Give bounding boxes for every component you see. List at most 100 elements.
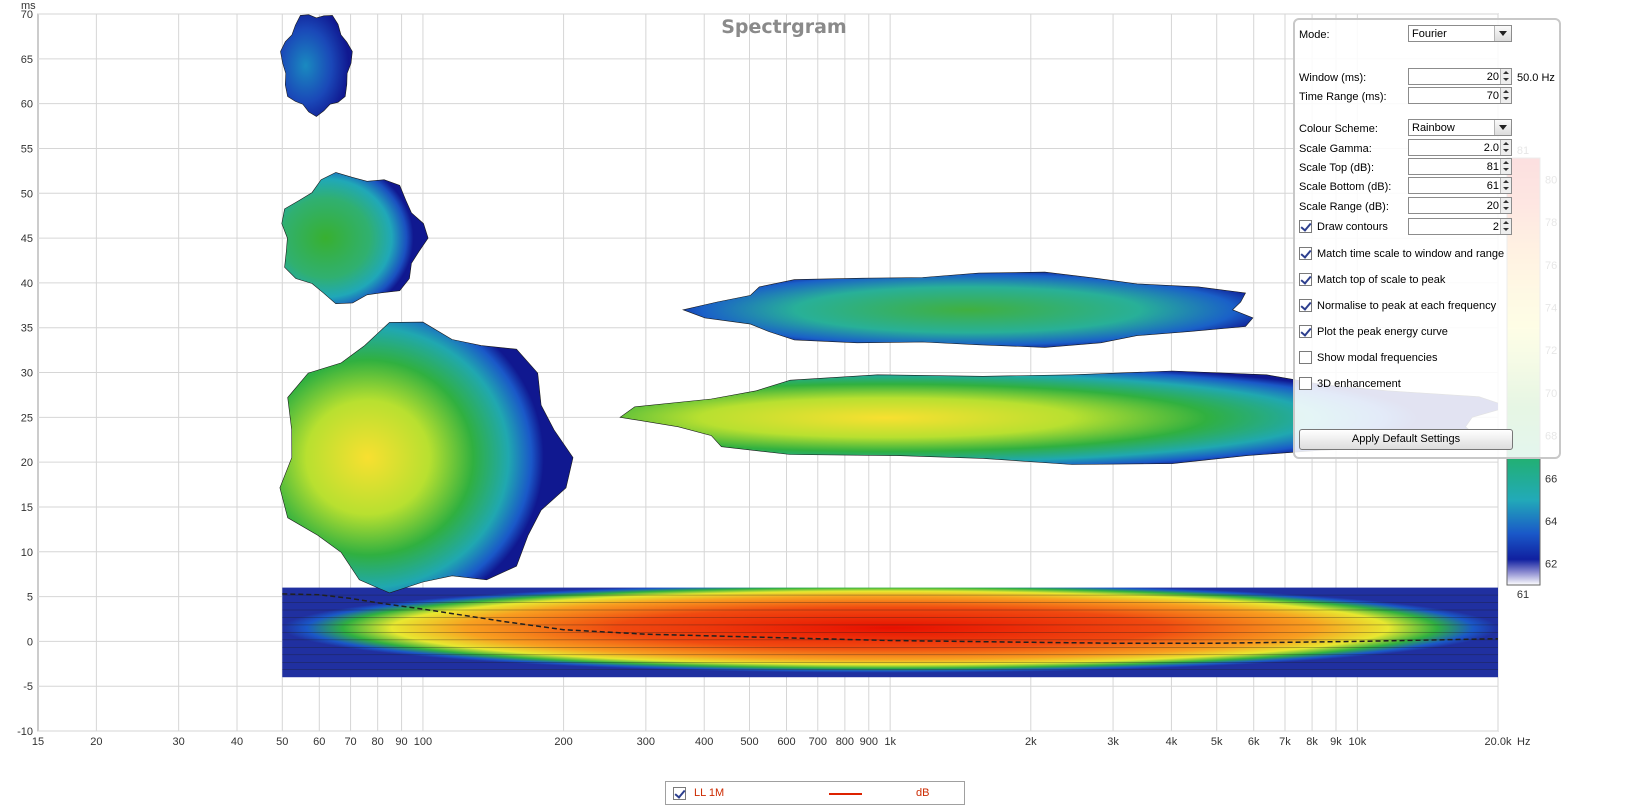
y-tick-label: 70 (21, 9, 33, 21)
scale-range-input[interactable]: 20 (1408, 197, 1512, 214)
draw-contours-checkbox[interactable] (1299, 220, 1312, 233)
scale-gamma-label: Scale Gamma: (1299, 143, 1372, 155)
option-checkbox-1[interactable] (1299, 273, 1312, 286)
x-axis-ticks: 15 20 30 40 50 60 70 80 90 100 200 300 400 500 600 700 8… (32, 736, 1512, 748)
y-tick-label: 55 (21, 143, 33, 155)
spectrogram-region (619, 370, 1498, 465)
option-label: Match top of scale to peak (1317, 274, 1446, 286)
spectrogram-region (279, 321, 574, 594)
option-checkbox-5[interactable] (1299, 377, 1312, 390)
time-range-spinner[interactable] (1500, 88, 1511, 103)
y-tick-label: 25 (21, 412, 33, 424)
spectrogram-settings-panel: Mode: Fourier Window (ms): 20 50.0 Hz Ti… (1293, 18, 1561, 459)
y-tick-label: 30 (21, 368, 33, 380)
draw-contours-label: Draw contours (1317, 221, 1388, 233)
spectrogram-region (280, 14, 353, 117)
x-tick-label: 5k (1211, 736, 1223, 748)
y-axis-ticks: -10 -5 0 5 10 15 20 25 30 35 40 45 50 55 60 65 70 (17, 9, 33, 738)
x-tick-label: 600 (777, 736, 795, 748)
x-tick-label: 100 (414, 736, 432, 748)
scale-gamma-spinner[interactable] (1500, 140, 1511, 155)
x-tick-label: 800 (836, 736, 854, 748)
peak-energy-line (282, 593, 1498, 644)
option-label: Plot the peak energy curve (1317, 326, 1448, 338)
scale-bottom-input[interactable]: 61 (1408, 177, 1512, 194)
spectrogram-regions (279, 14, 1498, 678)
chevron-down-icon[interactable] (1494, 26, 1511, 41)
time-range-value: 70 (1486, 90, 1499, 102)
colour-scheme-select[interactable]: Rainbow (1408, 119, 1512, 136)
x-tick-label: 700 (809, 736, 827, 748)
legend: LL 1M dB (665, 781, 965, 805)
x-tick-label: 300 (637, 736, 655, 748)
x-tick-label: 2k (1025, 736, 1037, 748)
option-checkbox-3[interactable] (1299, 325, 1312, 338)
y-tick-label: -5 (23, 681, 33, 693)
option-checkbox-2[interactable] (1299, 299, 1312, 312)
x-tick-label: 30 (173, 736, 185, 748)
colour-scale-tick: 64 (1545, 516, 1557, 528)
scale-top-value: 81 (1486, 161, 1499, 173)
x-tick-label: 10k (1348, 736, 1366, 748)
x-tick-label: 400 (695, 736, 713, 748)
scale-gamma-value: 2.0 (1483, 142, 1499, 154)
y-tick-label: 45 (21, 233, 33, 245)
scale-range-value: 20 (1486, 200, 1499, 212)
x-tick-label: 200 (554, 736, 572, 748)
option-label: Normalise to peak at each frequency (1317, 300, 1497, 312)
x-unit-label: Hz (1517, 736, 1530, 748)
x-tick-label: 3k (1107, 736, 1119, 748)
y-tick-label: 15 (21, 502, 33, 514)
option-checkbox-0[interactable] (1299, 247, 1312, 260)
window-input[interactable]: 20 (1408, 68, 1512, 85)
legend-series-name: LL 1M (694, 787, 725, 799)
scale-range-spinner[interactable] (1500, 198, 1511, 213)
time-range-input[interactable]: 70 (1408, 87, 1512, 104)
y-tick-label: 5 (27, 592, 33, 604)
scale-gamma-input[interactable]: 2.0 (1408, 139, 1512, 156)
legend-series-checkbox[interactable] (673, 787, 686, 800)
colour-scheme-value: Rainbow (1412, 122, 1455, 134)
x-tick-label: 60 (313, 736, 325, 748)
mode-select[interactable]: Fourier (1408, 25, 1512, 42)
y-tick-label: 35 (21, 323, 33, 335)
spectrogram-region (281, 172, 429, 305)
window-label: Window (ms): (1299, 72, 1367, 84)
y-tick-label: 20 (21, 457, 33, 469)
colour-scale-tick: 66 (1545, 473, 1557, 485)
legend-series-unit: dB (916, 787, 930, 799)
option-checkbox-4[interactable] (1299, 351, 1312, 364)
x-tick-label: 7k (1279, 736, 1291, 748)
x-tick-label: 20.0k (1485, 736, 1512, 748)
x-tick-label: 70 (344, 736, 356, 748)
scale-top-input[interactable]: 81 (1408, 158, 1512, 175)
scale-bottom-label: Scale Bottom (dB): (1299, 181, 1392, 193)
colour-scale-tick: 62 (1545, 559, 1557, 571)
y-tick-label: 65 (21, 54, 33, 66)
mode-value: Fourier (1412, 28, 1447, 40)
option-label: Show modal frequencies (1317, 352, 1438, 364)
window-spinner[interactable] (1500, 69, 1511, 84)
time-range-label: Time Range (ms): (1299, 91, 1387, 103)
y-tick-label: 50 (21, 188, 33, 200)
mode-label: Mode: (1299, 29, 1330, 41)
scale-top-spinner[interactable] (1500, 159, 1511, 174)
apply-default-settings-button[interactable]: Apply Default Settings (1299, 429, 1513, 450)
window-frequency: 50.0 Hz (1517, 72, 1555, 84)
x-tick-label: 900 (860, 736, 878, 748)
peak-energy-curve (282, 593, 1498, 644)
x-tick-label: 9k (1330, 736, 1342, 748)
chevron-down-icon[interactable] (1494, 120, 1511, 135)
window-value: 20 (1486, 71, 1499, 83)
draw-contours-input[interactable]: 2 (1408, 218, 1512, 235)
option-label: Match time scale to window and range (1317, 248, 1505, 260)
x-tick-label: 20 (90, 736, 102, 748)
y-tick-label: 10 (21, 547, 33, 559)
x-tick-label: 15 (32, 736, 44, 748)
scale-bottom-spinner[interactable] (1500, 178, 1511, 193)
draw-contours-value: 2 (1492, 221, 1499, 233)
draw-contours-spinner[interactable] (1500, 219, 1511, 234)
x-tick-label: 4k (1166, 736, 1178, 748)
legend-series-line (829, 793, 862, 795)
